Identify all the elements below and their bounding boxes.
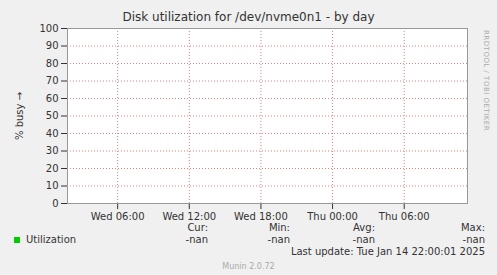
svg-text:Wed 06:00: Wed 06:00 — [91, 211, 145, 222]
svg-text:% busy →: % busy → — [14, 92, 25, 140]
html-text:RRDTOOL / TOBI OETIKER: RRDTOOL / TOBI OETIKER — [482, 30, 490, 132]
html-text:-nan: -nan — [185, 234, 208, 245]
svg-text:Wed 18:00: Wed 18:00 — [234, 211, 288, 222]
svg-text:60: 60 — [46, 93, 59, 104]
svg-text:Wed 12:00: Wed 12:00 — [162, 211, 216, 222]
svg-text:100: 100 — [39, 23, 58, 34]
html-text:Last update: Tue Jan 14 22:00:: Last update: Tue Jan 14 22:00:01 2025 — [290, 246, 485, 257]
html-text:Min:: Min: — [268, 222, 290, 233]
html-text:Munin 2.0.72: Munin 2.0.72 — [222, 262, 275, 271]
svg-text:90: 90 — [46, 40, 59, 51]
html-text:-nan: -nan — [352, 234, 375, 245]
svg-text:80: 80 — [46, 58, 59, 69]
html-text:Disk utilization for /dev/nvme: Disk utilization for /dev/nvme0n1 - by d… — [122, 10, 375, 24]
svg-text:70: 70 — [46, 75, 59, 86]
svg-text:Thu 00:00: Thu 00:00 — [306, 211, 358, 222]
html-text:Max:: Max: — [461, 222, 485, 233]
svg-text:40: 40 — [46, 128, 59, 139]
html-text:-nan: -nan — [462, 234, 485, 245]
svg-text:30: 30 — [46, 145, 59, 156]
svg-text:Thu 06:00: Thu 06:00 — [378, 211, 430, 222]
svg-text:50: 50 — [46, 110, 59, 121]
html-text:Avg:: Avg: — [353, 222, 375, 233]
svg-text:20: 20 — [46, 163, 59, 174]
html-text:-nan: -nan — [267, 234, 290, 245]
svg-text:10: 10 — [46, 180, 59, 191]
html-text:Utilization: Utilization — [26, 234, 77, 245]
html-text:Cur:: Cur: — [187, 222, 208, 233]
svg-text:0: 0 — [52, 198, 58, 209]
